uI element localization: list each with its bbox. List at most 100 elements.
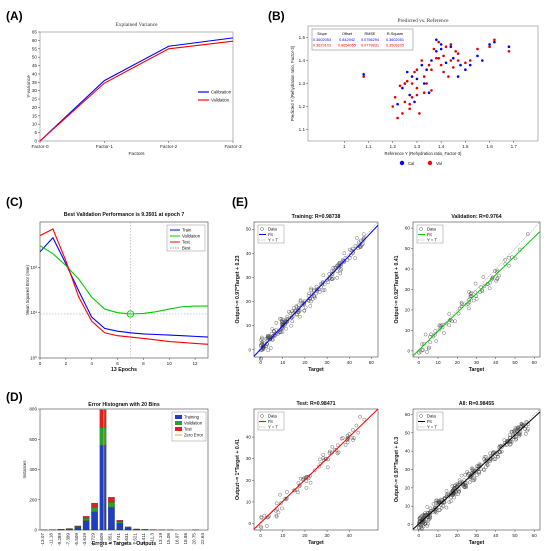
data-point (467, 480, 472, 485)
y-tick-label: 600 (29, 437, 37, 442)
data-point (469, 291, 474, 295)
x-tick-label: 11.3 (149, 533, 154, 542)
data-point (472, 478, 476, 482)
data-point (473, 281, 478, 286)
data-point (467, 298, 471, 302)
val-point (415, 93, 419, 97)
x-tick-label: 3.741 (116, 533, 121, 545)
panel-c: Best Validation Performance is 9.3501 at… (25, 212, 209, 373)
x-tick-label: Factor-3 (224, 144, 242, 149)
val-point (437, 56, 441, 60)
x-tick-label: 10 (280, 360, 286, 365)
legend-entry: Val (436, 161, 442, 166)
x-tick-label: 9.411 (141, 533, 146, 545)
data-point (314, 284, 319, 289)
y-tick-label: 60 (405, 226, 411, 231)
x-tick-label: Factor-0 (31, 144, 49, 149)
x-tick-label: 0 (259, 533, 262, 538)
data-point (290, 319, 295, 324)
chart-title: Error Histogram with 20 Bins (88, 402, 160, 408)
data-point (302, 302, 306, 306)
data-point (304, 479, 309, 483)
data-point (514, 437, 518, 442)
data-point (488, 459, 492, 464)
data-point (488, 451, 492, 456)
y-tick-label: 30 (246, 456, 252, 461)
y-tick-label: 50 (32, 55, 38, 60)
data-point (317, 464, 321, 469)
val-point (449, 59, 453, 62)
y-tick-label: 30 (405, 287, 411, 292)
data-point (514, 436, 519, 441)
data-point (471, 478, 475, 483)
panel-b: Predicted vs. Reference 1 1.1 1.2 1.3 1.4 1.5 1… (290, 17, 539, 166)
data-point (258, 524, 263, 529)
table-cell: 0.8654055 (338, 44, 356, 48)
x-tick-label: 1.4 (438, 144, 445, 149)
data-point (509, 430, 514, 434)
y-tick-label: 10 (246, 323, 252, 328)
data-point (281, 317, 286, 322)
data-point (456, 483, 460, 487)
panel-d: Error Histogram with 20 Bins 0 200 400 600 80… (22, 402, 209, 547)
data-point (356, 430, 361, 435)
val-point (468, 59, 472, 62)
data-point (317, 290, 322, 294)
data-point (520, 422, 524, 427)
cal-point (425, 68, 428, 71)
legend-marker (427, 160, 433, 166)
x-tick-label: 60 (532, 533, 538, 538)
data-point (304, 305, 308, 310)
legend-entry: Data (427, 414, 437, 419)
data-point (268, 337, 273, 341)
regression-panel: All: R=0.98455 0 10 20 30 40 50 60 0 10 20 30 40 50 60… (394, 401, 541, 546)
legend-entry: Train (182, 228, 192, 233)
data-point (352, 436, 356, 441)
y-tick-label: 1.5 (299, 35, 306, 40)
cal-point (413, 100, 416, 104)
data-point (292, 488, 296, 493)
y-tick-label: 30 (405, 467, 411, 472)
data-point (351, 428, 355, 432)
data-point (336, 450, 341, 455)
data-point (307, 291, 311, 296)
x-tick-label: -11.18 (49, 533, 54, 546)
y-tick-label: 40 (32, 71, 38, 76)
y-tick-label: 1.2 (299, 104, 306, 109)
data-point (456, 492, 460, 497)
table-cell: 0.3602053 (313, 38, 331, 42)
data-point (465, 469, 469, 474)
data-point (437, 327, 442, 332)
legend-box (416, 224, 444, 244)
cal-point (507, 45, 511, 48)
data-point (444, 505, 449, 510)
x-axis-label: Target (469, 540, 485, 546)
data-point (471, 298, 476, 303)
data-point (431, 502, 436, 506)
data-point (495, 268, 500, 273)
data-point (326, 465, 330, 470)
data-point (418, 515, 423, 519)
y-tick-label: 10¹ (30, 310, 37, 315)
data-point (269, 335, 274, 340)
data-point (361, 238, 366, 242)
x-tick-label: 40 (493, 360, 499, 365)
data-point (433, 332, 437, 337)
data-point (433, 329, 438, 333)
y-tick-label: 200 (29, 497, 37, 502)
x-tick-label: 1.6 (486, 144, 493, 149)
x-tick-label: 0.1609 (99, 533, 104, 547)
data-point (362, 232, 366, 236)
data-point (304, 486, 309, 490)
data-point (290, 309, 294, 314)
y-tick-label: 0 (248, 347, 251, 352)
hist-bar (116, 521, 124, 524)
plot-frame (39, 31, 234, 142)
table-cell: 0.0778831 (361, 44, 379, 48)
data-point (507, 255, 511, 260)
data-point (475, 464, 479, 468)
val-point (488, 45, 491, 48)
data-point (361, 242, 365, 246)
val-point (362, 75, 365, 78)
data-point (292, 306, 296, 310)
